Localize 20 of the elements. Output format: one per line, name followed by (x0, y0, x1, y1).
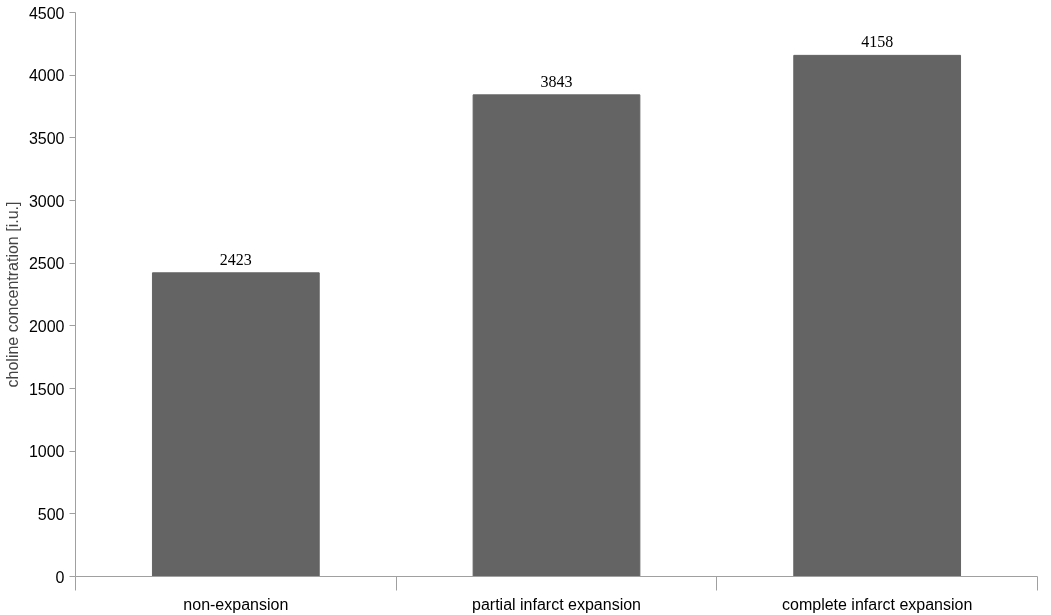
x-tick-label: non-expansion (183, 595, 289, 613)
y-tick-label: 4500 (28, 4, 65, 22)
data-label: 4158 (861, 33, 894, 51)
x-tick-label: partial infarct expansion (472, 595, 641, 613)
data-label: 2423 (219, 250, 252, 268)
y-tick-label: 3500 (28, 129, 65, 147)
bar (472, 94, 641, 577)
y-tick-label: 0 (55, 568, 65, 586)
y-tick-label: 2500 (28, 255, 65, 273)
y-tick-label: 1500 (28, 380, 65, 398)
y-tick-label: 500 (37, 505, 65, 523)
x-tick-label: complete infarct expansion (782, 595, 973, 613)
y-tick-label: 4000 (28, 67, 65, 85)
bar (151, 272, 320, 577)
y-tick-label: 2000 (28, 317, 65, 335)
y-tick-label: 3000 (28, 192, 65, 210)
bar (793, 54, 962, 577)
y-axis-title: choline concentration [i.u.] (3, 201, 21, 388)
data-label: 3843 (540, 72, 573, 90)
y-tick-label: 1000 (28, 443, 65, 461)
